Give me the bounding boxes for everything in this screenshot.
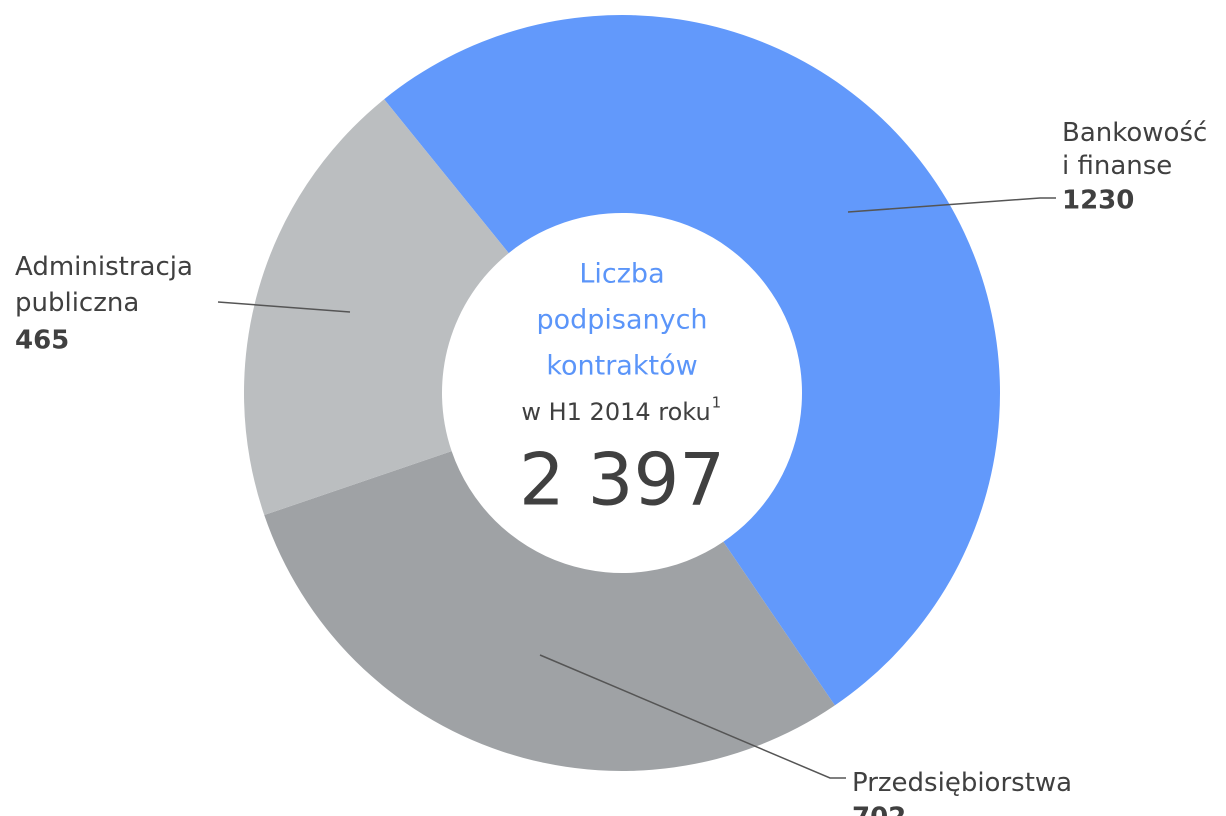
center-title: podpisanych bbox=[536, 305, 707, 336]
donut-segment bbox=[243, 99, 509, 516]
category-label: Administracja publiczna bbox=[15, 252, 193, 318]
value-label: 465 bbox=[15, 326, 69, 356]
category-label: Przedsiębiorstwa bbox=[852, 768, 1072, 798]
donut-segment bbox=[264, 451, 835, 771]
category-label: Bankowość i finanse bbox=[1062, 118, 1207, 181]
label-line: publiczna bbox=[15, 288, 139, 318]
center-title: kontraktów bbox=[546, 351, 697, 382]
label-line: Bankowość bbox=[1062, 118, 1207, 148]
label-line: Przedsiębiorstwa bbox=[852, 768, 1072, 798]
center-total: 2 397 bbox=[519, 438, 725, 522]
donut-segment bbox=[384, 15, 1000, 706]
value-label: 1230 bbox=[1062, 186, 1134, 216]
label-line: Administracja bbox=[15, 252, 193, 282]
center-title: Liczba bbox=[579, 259, 664, 290]
footnote-mark: 1 bbox=[712, 394, 722, 412]
leader-line bbox=[847, 197, 1056, 213]
label-line: i finanse bbox=[1062, 151, 1172, 181]
leader-line bbox=[217, 301, 351, 313]
leader-line bbox=[539, 654, 846, 779]
value-label: 702 bbox=[852, 803, 906, 816]
center-subtitle: w H1 2014 roku bbox=[521, 398, 710, 426]
